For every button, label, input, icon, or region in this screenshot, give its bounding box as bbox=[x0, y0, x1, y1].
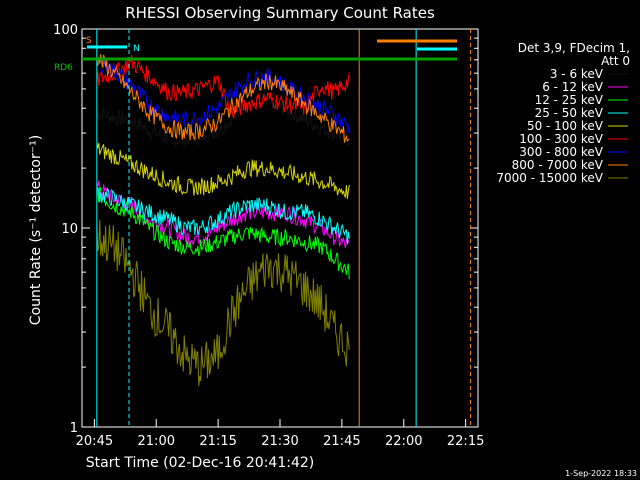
series-line bbox=[96, 89, 350, 148]
annotation-label: S bbox=[86, 36, 92, 46]
x-axis-label: Start Time (02-Dec-16 20:41:42) bbox=[86, 455, 314, 471]
x-tick-label: 22:15 bbox=[447, 434, 484, 449]
legend-entry-label: 25 - 50 keV bbox=[535, 106, 604, 120]
y-tick-label: 100 bbox=[53, 23, 78, 38]
annotation-label: N bbox=[133, 44, 140, 54]
legend-entry-label: 12 - 25 keV bbox=[535, 93, 604, 107]
y-tick-label: 1 bbox=[70, 421, 78, 436]
legend-header: Det 3,9, FDecim 1, bbox=[518, 41, 630, 55]
timestamp: 1-Sep-2022 18:33 bbox=[565, 469, 637, 478]
series-line bbox=[96, 55, 350, 120]
legend-entry-label: 300 - 800 keV bbox=[519, 145, 603, 159]
legend-header: Att 0 bbox=[601, 54, 630, 68]
x-tick-label: 21:30 bbox=[261, 434, 298, 449]
x-tick-label: 22:00 bbox=[385, 434, 422, 449]
series-line bbox=[96, 219, 350, 387]
series-line bbox=[96, 186, 350, 280]
series-line bbox=[96, 142, 350, 199]
legend-entry-label: 100 - 300 keV bbox=[519, 132, 603, 146]
x-tick-label: 21:00 bbox=[138, 434, 175, 449]
series-line bbox=[96, 54, 350, 143]
y-axis-label: Count Rate (s⁻¹ detector⁻¹) bbox=[28, 135, 44, 325]
series-line bbox=[96, 180, 350, 249]
plot-area: 100 10 120:45 21:00 21:15 21:30 21:45 22:00 22:1… bbox=[53, 23, 484, 449]
legend-entry-label: 50 - 100 keV bbox=[527, 119, 604, 133]
legend-entry-label: 6 - 12 keV bbox=[542, 80, 604, 94]
legend-entry-label: 800 - 7000 keV bbox=[512, 158, 604, 172]
series-line bbox=[96, 54, 350, 133]
x-tick-label: 21:45 bbox=[323, 434, 360, 449]
series-line bbox=[96, 187, 350, 245]
legend-entry-label: 7000 - 15000 keV bbox=[496, 171, 603, 185]
x-tick-label: 20:45 bbox=[76, 434, 113, 449]
chart-title: RHESSI Observing Summary Count Rates bbox=[125, 4, 435, 22]
y-tick-label: 10 bbox=[61, 222, 78, 237]
annotation-label: RD6 bbox=[54, 63, 73, 73]
x-tick-label: 21:15 bbox=[199, 434, 236, 449]
legend-entry-label: 3 - 6 keV bbox=[550, 67, 604, 81]
